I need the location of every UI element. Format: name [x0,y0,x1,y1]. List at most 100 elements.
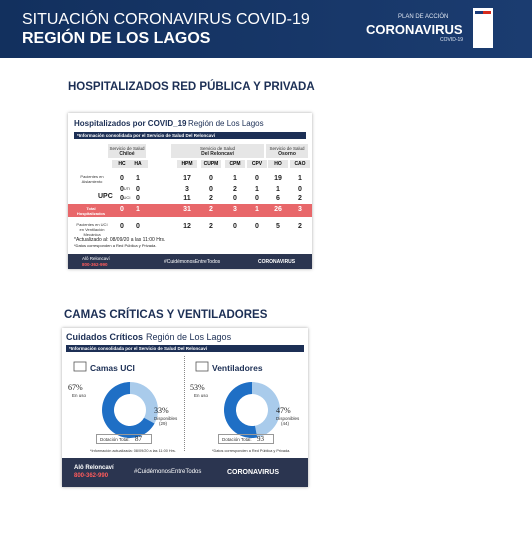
footer-org: Alô Reloncaví [74,465,114,471]
group-header: Servicio de Salud Del Reloncaví [171,144,264,158]
cell-value: 0 [233,195,237,202]
row-label: UTI [123,186,131,191]
available-percent: 47% [276,406,291,415]
available-percent: 33% [154,406,169,415]
cell-value: 0 [136,195,140,202]
group-place: Osorno [278,151,296,157]
cell-value: 1 [233,175,237,182]
donut-available [130,382,158,424]
donut-used [224,382,258,438]
cell-value: 2 [298,223,302,230]
header: SITUACIÓN CORONAVIRUS COVID-19 REGIÓN DE… [0,0,532,58]
column-header: HA [128,160,148,168]
cell-value: 3 [233,206,237,213]
group-label: Servicio de Salud [269,146,305,151]
cell-value: 31 [183,206,191,213]
column-header: CUPM [201,160,221,168]
note: *Actualizado al: 08/09/20 a las 11:00 Hr… [74,237,166,243]
column-header: CPM [225,160,245,168]
available-label: Disponibles [276,416,300,421]
section-heading: HOSPITALIZADOS RED PÚBLICA Y PRIVADA [68,81,315,93]
cell-value: 3 [298,206,302,213]
row-label: Pacientes en UCI en Ventilación Mecánica [76,222,108,237]
footer-brand: CORONAVIRUS [227,469,279,476]
total-band [68,204,312,217]
logo-covid: COVID-19 [440,37,464,43]
total-box: Dotación Total: 87 [96,434,152,444]
total-box: Dotación Total: 93 [218,434,274,444]
cell-value: 0 [255,175,259,182]
group-header: Servicio de Salud Chiloé [108,144,146,158]
column-header: HC [112,160,132,168]
flag-red [483,11,491,14]
cell-value: 26 [274,206,282,213]
header-title: SITUACIÓN CORONAVIRUS COVID-19 [22,11,310,28]
cell-value: 0 [255,195,259,202]
group-place: Del Reloncaví [201,151,234,157]
cell-value: 1 [136,175,140,182]
cell-value: 0 [255,223,259,230]
donuts [73,361,280,438]
cell-value: 12 [183,223,191,230]
used-percent: 67% [68,383,83,392]
logo-name: CORONAVIRUS [366,22,463,37]
panel-title: Camas UCI [90,363,135,373]
card-title: Hospitalizados por COVID_19 [74,119,187,128]
used-percent: 53% [190,383,205,392]
row-label: UCI [123,195,131,200]
group-header: Servicio de Salud Osorno [266,144,308,158]
cell-value: 1 [276,186,280,193]
group-label: Servicio de Salud [199,146,236,151]
cell-value: 1 [255,206,259,213]
panel-title: Ventiladores [212,363,263,373]
cell-value: 2 [298,195,302,202]
column-header: CPV [247,160,267,168]
note: *Datos corresponden a Red Pública y Priv… [212,449,291,453]
logo-plan: PLAN DE ACCIÓN [398,14,449,20]
footer-brand: CORONAVIRUS [258,259,296,265]
cell-value: 19 [274,175,282,182]
footer-hashtag: #CuidémonosEntreTodos [134,469,202,475]
cell-value: 0 [136,223,140,230]
available-count: (29) [159,421,168,426]
cell-value: 3 [185,186,189,193]
cell-value: 1 [255,186,259,193]
icon [195,361,209,372]
group-place: Chiloé [119,151,135,157]
flag-blue [475,11,483,14]
upc-label: UPC [98,193,113,200]
cell-value: 2 [209,223,213,230]
column-header: CAO [290,160,310,168]
note: *Datos corresponden a Red Pública y Priv… [74,243,157,248]
donut-available [252,382,280,438]
row-label: Pacientes en Aislamiento [80,174,104,184]
card-title: Cuidados Críticos [66,332,144,342]
used-label: En uso [72,393,87,398]
available-label: Disponibles [154,416,178,421]
footer-org: Alô Reloncaví [82,256,110,261]
footer-hashtag: #CuidémonosEntreTodos [164,259,221,265]
total-label: Dotación Total: [100,437,130,442]
cell-value: 0 [209,186,213,193]
info-bar: *Información consolidada por el Servicio… [74,132,306,139]
gov-logo [473,8,493,48]
footer-phone: 800-362-990 [74,473,109,479]
total-value: 87 [135,435,142,443]
card-footer: Alô Reloncaví 800-362-990 #CuidémonosEnt… [68,254,312,269]
column-header: HO [268,160,288,168]
cell-value: 2 [233,186,237,193]
used-label: En uso [194,393,209,398]
cell-value: 6 [276,195,280,202]
total-value: 93 [257,435,264,443]
section-heading: CAMAS CRÍTICAS Y VENTILADORES [64,309,268,321]
cell-value: 0 [136,186,140,193]
column-header: HPM [177,160,197,168]
cell-value: 2 [209,195,213,202]
cell-value: 0 [233,223,237,230]
hospital-card: Hospitalizados por COVID_19 Región de Lo… [68,113,312,269]
info-bar: *Información consolidada por el Servicio… [66,345,304,352]
critical-card: Cuidados Críticos Región de Los Lagos *I… [62,328,308,487]
cell-value: 0 [120,186,124,193]
group-label: Servicio de Salud [109,146,145,151]
